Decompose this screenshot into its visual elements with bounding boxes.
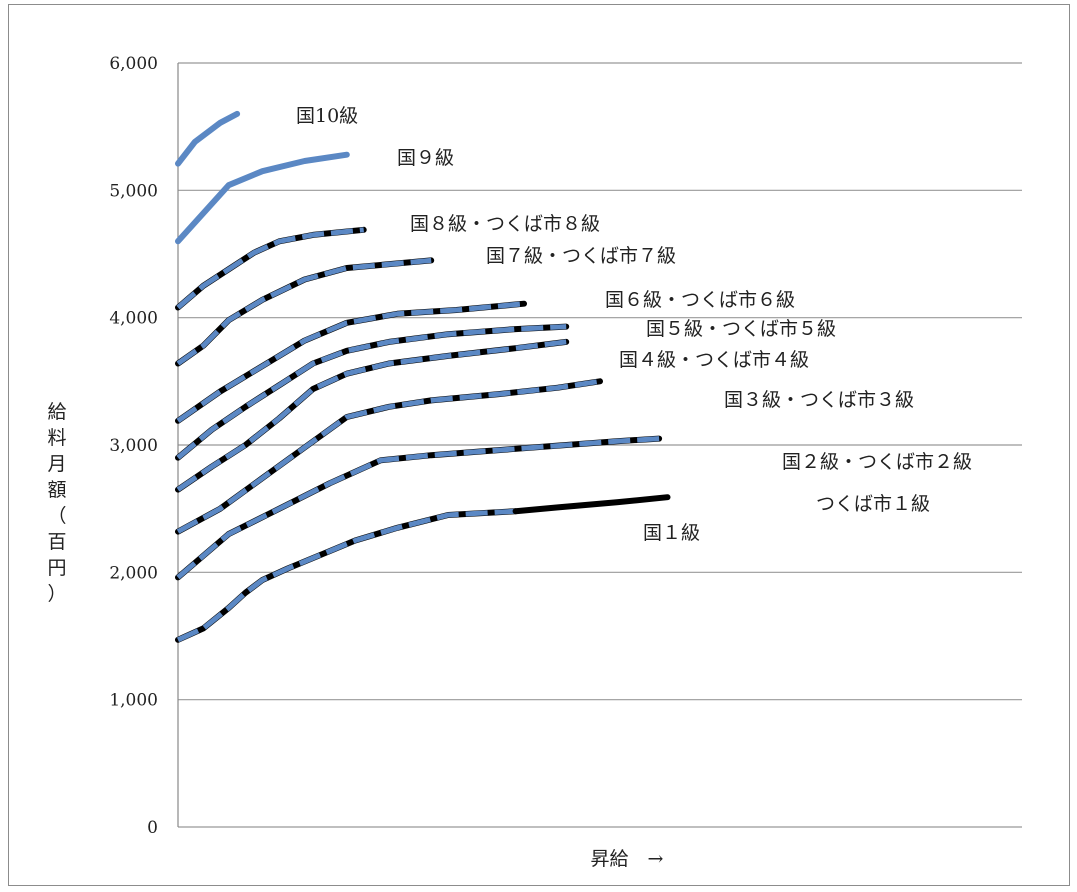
series-line-national bbox=[175, 110, 241, 167]
series-line bbox=[175, 323, 570, 461]
series-line bbox=[512, 494, 671, 515]
series-line bbox=[175, 226, 367, 311]
x-axis-title: 昇給 → bbox=[591, 848, 664, 870]
y-tick-label: 4,000 bbox=[109, 309, 158, 329]
y-tick-label: 6,000 bbox=[109, 54, 158, 74]
series-labels: 国10級国９級国８級・つくば市８級国７級・つくば市７級国６級・つくば市６級国５級… bbox=[296, 105, 972, 544]
y-tick-label: 2,000 bbox=[109, 563, 158, 583]
series-line bbox=[175, 300, 527, 424]
series-label: 国６級・つくば市６級 bbox=[605, 289, 795, 311]
y-axis-title-text: 給料月額（百円） bbox=[47, 401, 66, 605]
series-line-national bbox=[176, 324, 567, 460]
series-line-national bbox=[176, 227, 364, 310]
y-tick-label: 1,000 bbox=[109, 691, 158, 711]
series-line bbox=[175, 378, 603, 535]
y-tick-label: 5,000 bbox=[109, 181, 158, 201]
series-label: 国４級・つくば市４級 bbox=[619, 349, 809, 371]
series-line bbox=[175, 508, 519, 643]
y-axis-title: 給料月額（百円） bbox=[47, 401, 66, 605]
series-label: 国３級・つくば市３級 bbox=[724, 389, 914, 411]
series-line bbox=[175, 110, 241, 167]
series-label: つくば市１級 bbox=[816, 493, 930, 515]
series-line-national bbox=[176, 378, 601, 534]
series-line-national bbox=[176, 257, 432, 366]
series-line bbox=[175, 338, 570, 493]
series-label: 国９級 bbox=[397, 147, 454, 169]
y-tick-label: 0 bbox=[147, 818, 158, 838]
series-label: 国５級・つくば市５級 bbox=[646, 318, 836, 340]
series-line-national bbox=[176, 508, 516, 643]
gridlines bbox=[177, 62, 1022, 828]
series-line-tsukuba bbox=[175, 435, 663, 581]
series-label: 国１級 bbox=[643, 522, 700, 544]
series-label: 国10級 bbox=[296, 105, 358, 127]
series-label: 国８級・つくば市８級 bbox=[410, 213, 600, 235]
series-line-national bbox=[176, 301, 525, 423]
series-line bbox=[175, 435, 663, 581]
series-line bbox=[175, 257, 435, 367]
series-line-tsukuba bbox=[175, 508, 519, 643]
series-line-national bbox=[176, 436, 660, 580]
series-line-national bbox=[175, 151, 350, 245]
series-line-tsukuba bbox=[512, 494, 671, 515]
y-axis-tick-labels: 0 1,000 2,000 3,000 4,000 5,000 6,000 bbox=[109, 54, 158, 838]
y-tick-label: 3,000 bbox=[109, 436, 158, 456]
series-lines bbox=[175, 110, 671, 643]
series-label: 国７級・つくば市７級 bbox=[486, 245, 676, 267]
series-line-national bbox=[176, 339, 567, 492]
series-line bbox=[175, 151, 350, 245]
series-label: 国２級・つくば市２級 bbox=[782, 451, 972, 473]
